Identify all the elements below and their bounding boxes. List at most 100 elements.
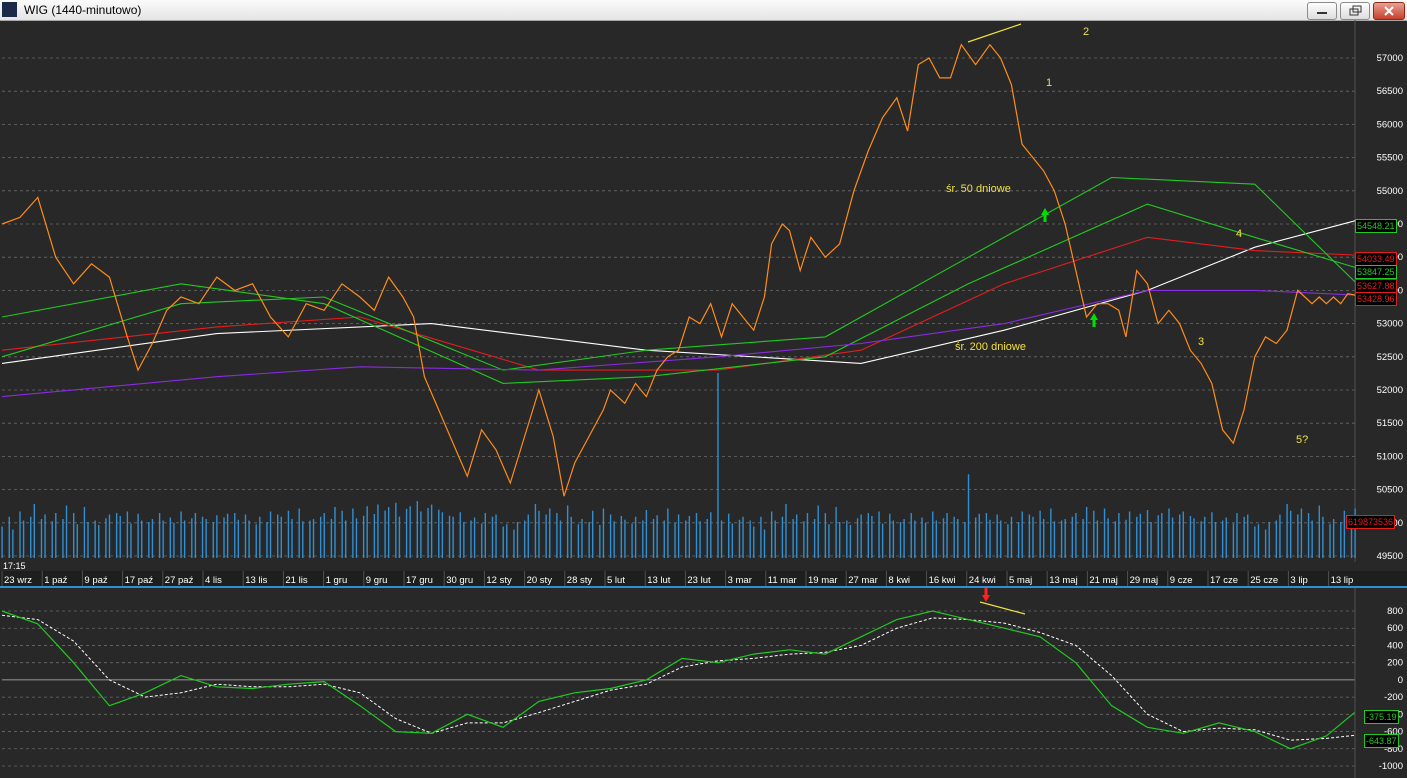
- volume-bar: [180, 511, 182, 558]
- volume-bar: [1193, 518, 1195, 558]
- volume-bar: [846, 520, 848, 558]
- restore-icon: [1349, 5, 1362, 16]
- volume-bar: [781, 516, 784, 558]
- volume-bar: [169, 517, 172, 558]
- date-tick-label: 25 cze: [1250, 575, 1278, 586]
- date-tick-label: 9 cze: [1170, 575, 1193, 586]
- volume-bar: [871, 516, 873, 558]
- volume-bar: [1010, 516, 1013, 558]
- volume-bar: [1168, 508, 1170, 558]
- volume-bar: [312, 519, 315, 558]
- minimize-icon: [1317, 12, 1327, 14]
- volume-bar: [785, 504, 787, 558]
- title-bar[interactable]: WIG (1440-minutowo): [0, 0, 1407, 21]
- volume-bar: [1354, 508, 1356, 558]
- volume-bar: [352, 508, 354, 558]
- volume-bar: [742, 516, 744, 558]
- volume-bar: [588, 522, 590, 558]
- price-axis: 4950050000505005100051500520005250053000…: [1377, 53, 1403, 562]
- volume-bar: [244, 514, 247, 558]
- volume-bar: [817, 505, 819, 558]
- volume-bar: [656, 515, 658, 558]
- volume-bar: [577, 524, 580, 558]
- price-tick-label: 55500: [1377, 153, 1403, 164]
- volume-bar: [463, 522, 465, 558]
- label-orange: 53428.96: [1355, 292, 1397, 306]
- volume-bar: [1096, 520, 1099, 558]
- volume-bar: [1161, 513, 1163, 558]
- volume-bar: [803, 521, 805, 558]
- date-tick-label: 12 sty: [486, 575, 512, 586]
- close-icon: [1384, 6, 1394, 16]
- volume-bar: [663, 520, 665, 558]
- volume-bar: [280, 516, 282, 558]
- volume-bar: [760, 516, 762, 558]
- date-tick-label: 23 wrz: [4, 575, 32, 586]
- volume-bar: [763, 529, 766, 558]
- volume-bar: [695, 513, 698, 558]
- volume-bar: [967, 474, 970, 558]
- volume-bar: [1082, 519, 1084, 558]
- volume-bar: [126, 511, 129, 558]
- volume-bar: [957, 519, 959, 558]
- volume-bar: [717, 373, 719, 558]
- volume-bar: [1000, 520, 1002, 558]
- volume-bar: [1243, 516, 1245, 558]
- window-title: WIG (1440-minutowo): [24, 3, 142, 17]
- volume-bar: [430, 504, 433, 558]
- wave-label: 4: [1236, 228, 1242, 240]
- app-icon[interactable]: [2, 2, 17, 17]
- volume-bar: [570, 516, 572, 558]
- volume-bar: [1028, 514, 1031, 558]
- osc-slow-line: [1, 614, 1356, 741]
- volume-bar: [459, 512, 461, 558]
- chart-area[interactable]: śr. 50 dniowe śr. 200 dniowe 1 2 3 4 5? 23 wrz…: [0, 20, 1407, 778]
- minimize-button[interactable]: [1307, 2, 1337, 20]
- date-tick-label: 3 mar: [728, 575, 752, 586]
- volume-bar: [173, 522, 175, 558]
- volume-bar: [1286, 504, 1288, 558]
- volume-bar: [581, 519, 583, 558]
- volume-bar: [867, 513, 870, 558]
- date-tick-label: 29 maj: [1130, 575, 1159, 586]
- volume-bar: [849, 525, 852, 558]
- osc-tick-label: 800: [1387, 606, 1403, 617]
- volume-bar: [1264, 529, 1267, 558]
- volume-bar: [473, 517, 476, 558]
- volume-bar: [921, 517, 923, 558]
- volume-bar: [1146, 510, 1149, 558]
- close-button[interactable]: [1373, 2, 1405, 20]
- volume-bar: [1007, 524, 1009, 558]
- volume-bar: [1139, 513, 1142, 558]
- restore-button[interactable]: [1340, 2, 1370, 20]
- volume-bar: [130, 523, 132, 558]
- osc-trend-line: [979, 601, 1026, 615]
- volume-bar: [1289, 510, 1292, 558]
- date-tick-label: 17 paź: [125, 575, 154, 586]
- volume-bar: [978, 513, 980, 558]
- volume-bar: [946, 513, 948, 558]
- volume-bar: [491, 516, 494, 558]
- volume-bar: [838, 522, 841, 558]
- volume-bar: [1171, 517, 1174, 558]
- date-tick-label: 1 gru: [326, 575, 348, 586]
- volume-bar: [1107, 518, 1109, 558]
- volume-bar: [148, 522, 150, 558]
- price-tick-label: 56000: [1377, 119, 1403, 130]
- volume-bar: [1275, 520, 1278, 558]
- volume-bar: [1204, 516, 1206, 558]
- volume-bar: [94, 520, 96, 558]
- volume-bar: [545, 514, 547, 558]
- volume-bar: [985, 513, 988, 558]
- osc-tick-label: 400: [1387, 640, 1403, 651]
- volume-bar: [749, 520, 751, 558]
- volume-bar: [774, 520, 776, 558]
- volume-bar: [1279, 514, 1281, 558]
- volume-bar: [813, 519, 816, 558]
- price-tick-label: 52000: [1377, 385, 1403, 396]
- volume-bar: [1042, 519, 1045, 558]
- volume-bar: [1350, 525, 1353, 558]
- wave-label: śr. 200 dniowe: [955, 341, 1026, 353]
- price-tick-label: 51000: [1377, 451, 1403, 462]
- volume-bar: [1064, 519, 1066, 558]
